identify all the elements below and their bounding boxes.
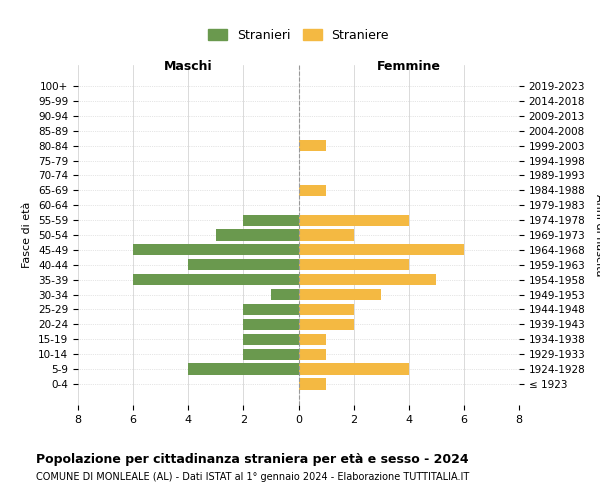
Bar [299,184,326,196]
Bar [244,304,299,315]
Bar [299,319,353,330]
Bar [188,259,299,270]
Y-axis label: Anni di nascita: Anni di nascita [594,194,600,276]
Bar [188,364,299,374]
Bar [299,214,409,226]
Text: Maschi: Maschi [164,60,212,72]
Bar [299,334,326,345]
Bar [244,348,299,360]
Bar [133,244,299,256]
Text: COMUNE DI MONLEALE (AL) - Dati ISTAT al 1° gennaio 2024 - Elaborazione TUTTITALI: COMUNE DI MONLEALE (AL) - Dati ISTAT al … [36,472,469,482]
Text: Popolazione per cittadinanza straniera per età e sesso - 2024: Popolazione per cittadinanza straniera p… [36,452,469,466]
Bar [133,274,299,285]
Bar [271,289,299,300]
Bar [299,364,409,374]
Bar [299,274,436,285]
Bar [299,140,326,151]
Bar [299,230,353,240]
Bar [299,304,353,315]
Legend: Stranieri, Straniere: Stranieri, Straniere [203,24,394,46]
Bar [244,334,299,345]
Bar [299,378,326,390]
Text: Femmine: Femmine [377,60,441,72]
Y-axis label: Fasce di età: Fasce di età [22,202,32,268]
Bar [244,214,299,226]
Bar [299,259,409,270]
Bar [299,244,464,256]
Bar [244,319,299,330]
Bar [299,289,381,300]
Bar [216,230,299,240]
Bar [299,348,326,360]
